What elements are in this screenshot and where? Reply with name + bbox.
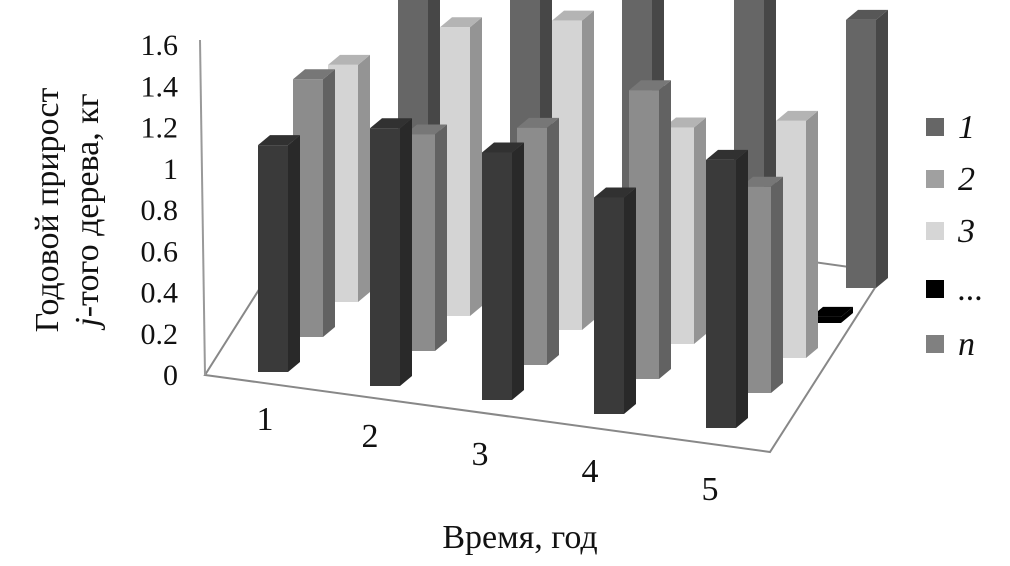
x-axis-label: Время, год	[442, 519, 597, 556]
bar-face	[811, 316, 841, 323]
legend-swatch	[926, 335, 944, 353]
bar-series-1-cat-1	[258, 135, 300, 372]
y-tick-label: 1	[163, 153, 178, 186]
bar-side	[736, 149, 748, 428]
y-axis-label-rest: -того дерева, кг	[69, 93, 106, 317]
bar-side	[582, 10, 594, 330]
legend-item: ...	[926, 271, 984, 308]
y-tick-label: 1.2	[141, 112, 179, 145]
bar-side	[400, 118, 412, 386]
y-tick-labels: 0 0.2 0.4 0.6 0.8 1 1.2 1.4 1.6	[141, 29, 179, 392]
bar-side	[806, 110, 818, 358]
y-axis-label-italic: j	[69, 317, 106, 330]
bar-side	[876, 9, 888, 288]
bar-top	[482, 142, 524, 153]
category-label: 4	[582, 453, 599, 490]
bars	[258, 0, 888, 428]
y-tick-label: 0.4	[141, 277, 179, 310]
y-tick-label: 0.6	[141, 235, 179, 268]
legend-item: 2	[926, 161, 975, 198]
legend-label: 3	[957, 213, 975, 250]
category-label: 3	[472, 436, 489, 473]
bar-side	[288, 135, 300, 372]
bar-face	[482, 152, 512, 400]
bar-series-4-cat-5	[811, 306, 853, 323]
bar-face	[706, 159, 736, 428]
y-axis-line	[199, 39, 206, 376]
y-tick-label: 0.2	[141, 318, 179, 351]
bar-series-1-cat-2	[370, 118, 412, 386]
legend-item: n	[926, 326, 975, 363]
bar-side	[694, 117, 706, 344]
bar-face	[370, 128, 400, 386]
y-tick-label: 1.4	[141, 70, 179, 103]
bar-top	[517, 117, 559, 128]
bar-top	[328, 54, 370, 65]
legend-swatch	[926, 170, 944, 188]
bar-top	[706, 149, 748, 160]
bar-top	[741, 176, 783, 187]
category-label: 5	[702, 471, 719, 508]
bar-series-2-cat-3	[517, 117, 559, 365]
y-axis-label-line1: Годовой прирост	[29, 88, 66, 333]
bar-side	[659, 80, 671, 379]
legend-item: 3	[926, 213, 975, 250]
bar-side	[435, 124, 447, 351]
bar-side	[470, 17, 482, 316]
bar-side	[512, 142, 524, 400]
legend-label: n	[958, 326, 975, 363]
bar-side	[323, 69, 335, 337]
bar-top	[552, 10, 594, 21]
category-labels: 1 2 3 4 5	[257, 401, 719, 508]
bar-top	[405, 124, 447, 135]
category-label: 2	[362, 418, 379, 455]
legend-swatch	[926, 280, 944, 298]
bar-top	[846, 9, 888, 20]
bar-top	[811, 306, 853, 317]
y-tick-label: 1.6	[141, 29, 179, 62]
y-tick-label: 0	[163, 359, 178, 392]
bar-top	[664, 117, 706, 128]
legend-label: 2	[958, 161, 975, 198]
legend: 1 2 3... n	[926, 109, 984, 363]
y-tick-label: 0.8	[141, 194, 179, 227]
bar-side	[547, 117, 559, 365]
bar-face	[594, 197, 624, 414]
bar-top	[594, 187, 636, 198]
y-axis-label-line2: j-того дерева, кг	[69, 93, 106, 330]
bar-series-1-cat-3	[482, 142, 524, 400]
legend-swatch	[926, 222, 944, 240]
bar-top	[258, 135, 300, 146]
bar-side	[841, 306, 853, 323]
legend-label: ...	[958, 271, 984, 308]
category-label: 1	[257, 401, 274, 438]
bar-top	[370, 118, 412, 129]
bar-face	[258, 145, 288, 372]
bar-series-1-cat-5	[706, 149, 748, 428]
bar-top	[440, 17, 482, 28]
legend-item: 1	[926, 109, 975, 146]
legend-swatch	[926, 118, 944, 136]
bar-top	[776, 110, 818, 121]
bar-top	[293, 69, 335, 80]
bar-series-1-cat-4	[594, 187, 636, 414]
bar-series-5-cat-5	[846, 9, 888, 288]
bar-face	[846, 19, 876, 288]
legend-label: 1	[958, 109, 975, 146]
bar-top	[629, 80, 671, 91]
bar-side	[358, 54, 370, 302]
bar-side	[624, 187, 636, 414]
bar-side	[771, 176, 783, 393]
